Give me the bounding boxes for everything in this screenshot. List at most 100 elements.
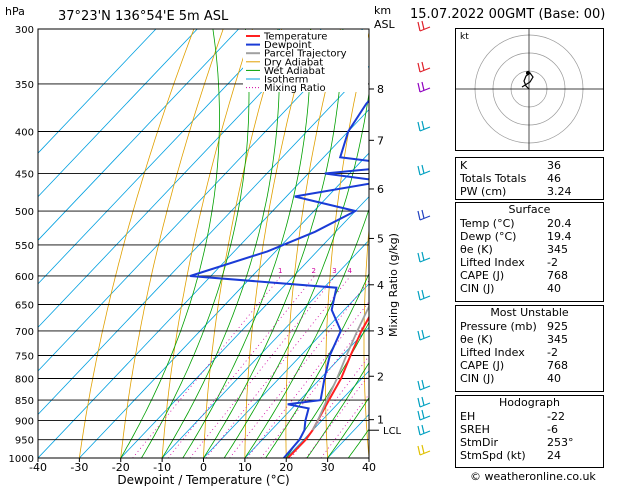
lcl-label: LCL [383,426,402,437]
pressure-tick-label: 900 [15,416,34,427]
mixing-ratio-tick-label: 4 [348,267,353,275]
surface-label: CIN (J) [460,282,495,295]
surface-label: CAPE (J) [460,269,505,282]
mixing-ratio-line [167,275,315,458]
wet-adiabat-line [285,321,369,458]
mu-value: -2 [547,346,558,359]
pressure-tick-label: 400 [15,128,34,139]
mu-label: θe (K) [460,333,493,346]
legend-label: Isotherm [264,75,308,86]
pressure-tick-label: 750 [15,351,34,362]
isotherm-line [38,29,198,198]
hodo-label: StmSpd (kt) [460,449,526,462]
parcel-trajectory-line [311,304,369,431]
surface-value: 20.4 [547,217,572,230]
pressure-tick-label: 500 [15,207,34,218]
isotherm-line [38,29,281,285]
wind-barb [419,450,431,456]
wind-barb-flag [417,290,421,301]
mixing-ratio-tick-label: 3 [332,267,336,275]
x-tick-label: -20 [112,461,130,474]
wind-barb-flag [421,209,425,219]
hodo-label: EH [460,410,476,423]
hodograph-panel: kt [455,28,604,151]
wind-barb-flag [417,425,421,436]
wind-barb [419,67,431,73]
mu-value: 345 [547,333,568,346]
wind-barb-flag [417,445,421,456]
wind-barb [419,170,431,176]
legend-label: Mixing Ratio [264,83,326,94]
wind-barb-flag [421,379,425,389]
hodo-value: -6 [547,423,558,436]
wet-adiabat-line [161,29,280,458]
isotherm-line [38,29,157,154]
index-row-pw: PW (cm) 3.24 [456,185,603,198]
wet-adiabat-line [327,396,369,458]
surface-value: 768 [547,269,568,282]
wind-barb-flag [417,165,421,176]
pressure-tick-label: 800 [15,374,34,385]
km-tick-label: 7 [377,134,384,147]
copyright-footer: © weatheronline.co.uk [470,470,596,483]
km-tick-label: 8 [377,83,384,96]
isotherm-line [120,196,369,458]
isotherm-line [38,65,369,416]
x-tick-label: -30 [70,461,88,474]
pressure-tick-label: 300 [15,25,34,36]
wind-barb [419,402,431,408]
mixing-ratio-tick-label: 16 [428,267,437,275]
isotherm-line [161,239,369,458]
wind-barb-flag [417,21,421,32]
wind-barb-flag [421,409,425,419]
mixing-ratio-tick-label: 2 [312,267,316,275]
isotherm-line [79,152,369,458]
wind-barb-flag [421,81,425,91]
wind-barb-flag [417,210,421,221]
x-tick-label: 40 [362,461,376,474]
surface-table: Surface Temp (°C) 20.4 Dewp (°C) 19.4 θe (… [455,202,604,302]
pressure-tick-label: 1000 [9,454,34,465]
hodograph-title: Hodograph [499,396,560,409]
km-tick-label: 1 [377,414,384,427]
legend-label: Temperature [263,32,327,43]
pressure-tick-label: 550 [15,241,34,252]
wind-barb-flag [421,424,425,434]
km-label: km [374,4,392,17]
wind-barb-flag [417,410,421,421]
mixing-ratio-axis-label: Mixing Ratio (g/kg) [387,233,400,337]
dry-adiabat-line [401,29,428,458]
wind-barb [419,87,431,93]
wind-barb [419,385,431,391]
index-row-k: K 36 [456,159,603,172]
km-tick-label: 2 [377,370,384,383]
wind-barb [419,415,431,421]
mu-value: 40 [547,372,561,385]
pressure-tick-label: 450 [15,169,34,180]
x-tick-label: 10 [238,461,252,474]
hodo-value: 24 [547,449,561,462]
wind-barb-flag [421,251,425,261]
wind-barb-flag [417,397,421,408]
surface-label: Dewp (°C) [460,230,517,243]
mixing-ratio-line [229,280,369,458]
legend-label: Wet Adiabat [264,66,325,77]
mu-label: Lifted Index [460,346,525,359]
mu-value: 768 [547,359,568,372]
surface-label: Temp (°C) [460,217,515,230]
hodo-value: 253° [547,436,574,449]
wind-barb-flag [421,444,425,454]
wet-adiabat-line [306,361,369,458]
km-tick-label: 3 [377,325,384,338]
surface-value: 19.4 [547,230,572,243]
wind-barb [419,215,431,221]
index-value: 36 [547,159,561,172]
mu-label: CAPE (J) [460,359,505,372]
legend-label: Dry Adiabat [264,57,323,68]
wind-barb [419,257,431,263]
most-unstable-title: Most Unstable [490,306,569,319]
index-label: Totals Totals [460,172,527,185]
